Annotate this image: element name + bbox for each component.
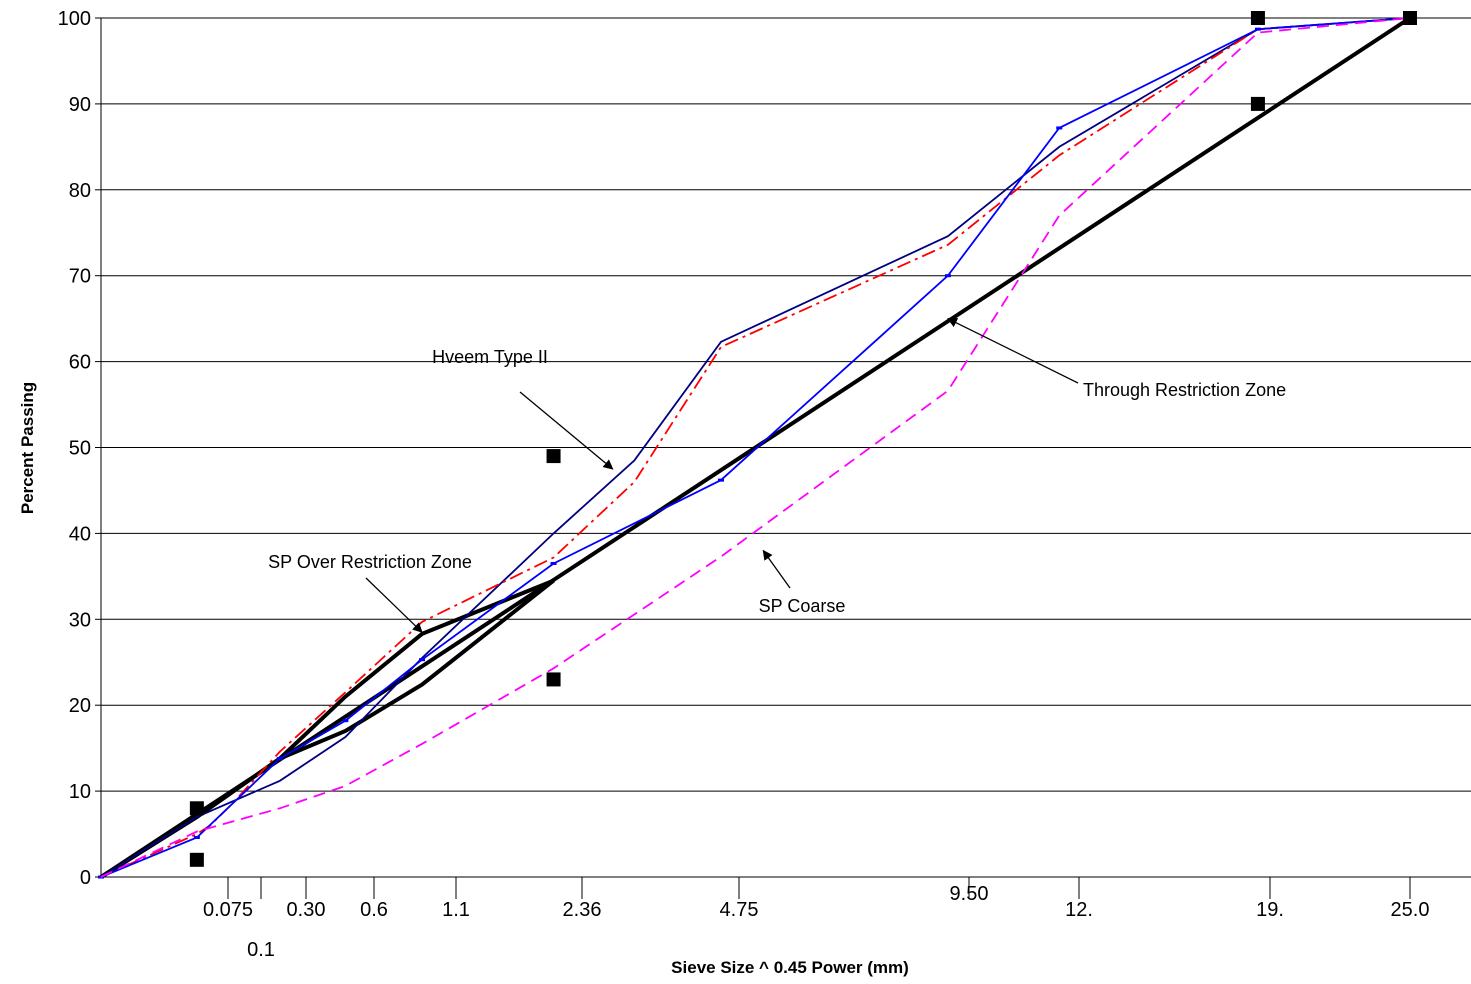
series-marker: [418, 658, 425, 662]
series-marker: [944, 274, 951, 278]
series-marker: [550, 561, 557, 565]
y-tick-label: 40: [69, 523, 91, 545]
annotation-arrow: [365, 577, 423, 633]
series-line: [100, 17, 1411, 878]
control-points: [189, 11, 1417, 867]
series-line: [100, 17, 1411, 878]
control-point-marker: [1250, 11, 1265, 25]
annotations: Hveem Type II Through Restriction Zone SP …: [268, 318, 1286, 633]
x-tick-label: 0.075: [203, 899, 253, 921]
annotation-label: Through Restriction Zone: [1083, 380, 1286, 400]
y-tick-label: 90: [69, 94, 91, 116]
series-lines: [98, 16, 1413, 879]
annotation-arrow: [947, 318, 1079, 384]
control-point-marker: [546, 672, 561, 687]
series-marker: [276, 756, 283, 760]
x-tick-label: 0.30: [287, 899, 326, 921]
series-marker: [717, 478, 724, 482]
annotation-label: Hveem Type II: [432, 347, 548, 367]
x-tick-label: 0.6: [360, 899, 388, 921]
x-tick-label: 2.36: [563, 899, 602, 921]
control-point-marker: [189, 852, 204, 867]
x-axis-label: Sieve Size ^ 0.45 Power (mm): [671, 958, 909, 977]
y-tick-label: 0: [80, 867, 91, 889]
y-tick-label: 60: [69, 352, 91, 374]
x-tick-label: 1.1: [442, 899, 470, 921]
y-tick-label: 50: [69, 438, 91, 460]
control-point-marker: [1250, 96, 1265, 111]
x-tick-label: 19.: [1256, 899, 1284, 921]
control-point-marker: [1403, 11, 1417, 25]
x-tick-label: 4.75: [720, 899, 759, 921]
y-axis-label: Percent Passing: [18, 382, 37, 514]
y-tick-label: 10: [69, 781, 91, 803]
annotation-label: SP Coarse: [759, 596, 846, 616]
annotation-label: SP Over Restriction Zone: [268, 552, 472, 572]
grid-lines: [95, 17, 1471, 878]
x-tick-label: 12.: [1065, 899, 1093, 921]
control-point-marker: [546, 449, 561, 464]
series-marker: [342, 719, 349, 723]
control-point-marker: [189, 801, 204, 816]
y-axis-tick-labels: 0 10 20 30 40 50 60 70 80 90 100: [58, 8, 91, 889]
x-tick-label: 25.0: [1391, 899, 1430, 921]
series-marker: [1254, 27, 1261, 31]
annotation-arrow: [762, 549, 791, 589]
series-line: [100, 17, 1411, 878]
y-tick-label: 100: [58, 8, 91, 30]
y-tick-label: 20: [69, 695, 91, 717]
x-axis-tick-labels: 0.075 0.1 0.30 0.6 1.1 2.36 4.75 9.50 12. 19. 25.0: [203, 877, 1430, 961]
x-tick-label: 9.50: [950, 883, 989, 905]
annotation-arrow: [519, 391, 614, 470]
series-marker: [1056, 126, 1063, 130]
y-tick-label: 70: [69, 266, 91, 288]
y-tick-label: 30: [69, 609, 91, 631]
series-line: [99, 16, 1412, 879]
x-tick-label: 0.1: [247, 939, 275, 961]
series-marker: [193, 835, 200, 839]
y-tick-label: 80: [69, 180, 91, 202]
